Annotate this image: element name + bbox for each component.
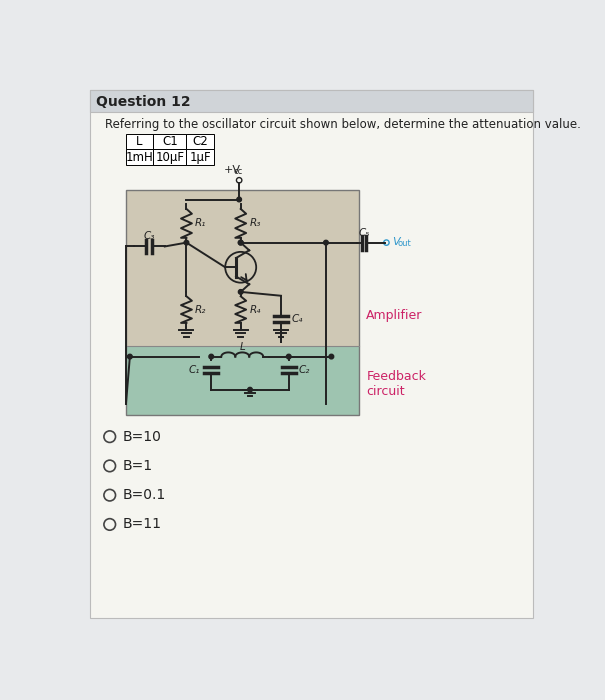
Bar [186, 150, 214, 165]
Text: R₄: R₄ [249, 304, 261, 314]
Text: L: L [240, 342, 245, 352]
Text: R₁: R₁ [195, 218, 206, 228]
Bar [126, 190, 359, 415]
Text: V: V [392, 237, 399, 247]
Text: B=0.1: B=0.1 [122, 488, 165, 502]
Text: C₃: C₃ [143, 232, 155, 242]
Text: +V: +V [224, 165, 241, 175]
Text: Referring to the oscillator circuit shown below, determine the attenuation value: Referring to the oscillator circuit show… [105, 118, 581, 130]
Circle shape [238, 240, 243, 245]
Circle shape [324, 240, 329, 245]
Bar [153, 134, 186, 149]
Text: R₂: R₂ [195, 304, 206, 314]
Circle shape [128, 354, 132, 359]
Text: Feedback
circuit: Feedback circuit [366, 370, 426, 398]
Bar [126, 190, 359, 346]
Circle shape [247, 387, 252, 392]
Text: out: out [397, 239, 411, 248]
Text: C1: C1 [162, 135, 178, 148]
Text: C2: C2 [192, 135, 208, 148]
Bar [186, 134, 214, 149]
Text: Question 12: Question 12 [96, 94, 191, 108]
Text: C₄: C₄ [291, 314, 302, 324]
Bar [126, 134, 153, 149]
Circle shape [209, 354, 214, 359]
Text: 1μF: 1μF [189, 150, 211, 164]
Text: B=11: B=11 [122, 517, 161, 531]
Text: L: L [136, 135, 143, 148]
Text: C₂: C₂ [299, 365, 310, 374]
Text: Amplifier: Amplifier [366, 309, 423, 321]
Bar [126, 150, 153, 165]
Text: B=10: B=10 [122, 430, 161, 444]
Circle shape [329, 354, 334, 359]
Circle shape [238, 290, 243, 294]
Text: R₃: R₃ [249, 218, 261, 228]
Bar [153, 150, 186, 165]
Text: C₁: C₁ [189, 365, 200, 374]
Circle shape [286, 354, 291, 359]
Bar [90, 90, 533, 112]
Circle shape [237, 197, 241, 202]
Text: C₅: C₅ [358, 228, 370, 237]
Bar [126, 346, 359, 415]
Text: 10μF: 10μF [155, 150, 185, 164]
Text: B=1: B=1 [122, 459, 152, 473]
Circle shape [184, 240, 189, 245]
Circle shape [238, 240, 243, 245]
Text: 1mH: 1mH [126, 150, 154, 164]
Text: cc: cc [234, 167, 243, 176]
